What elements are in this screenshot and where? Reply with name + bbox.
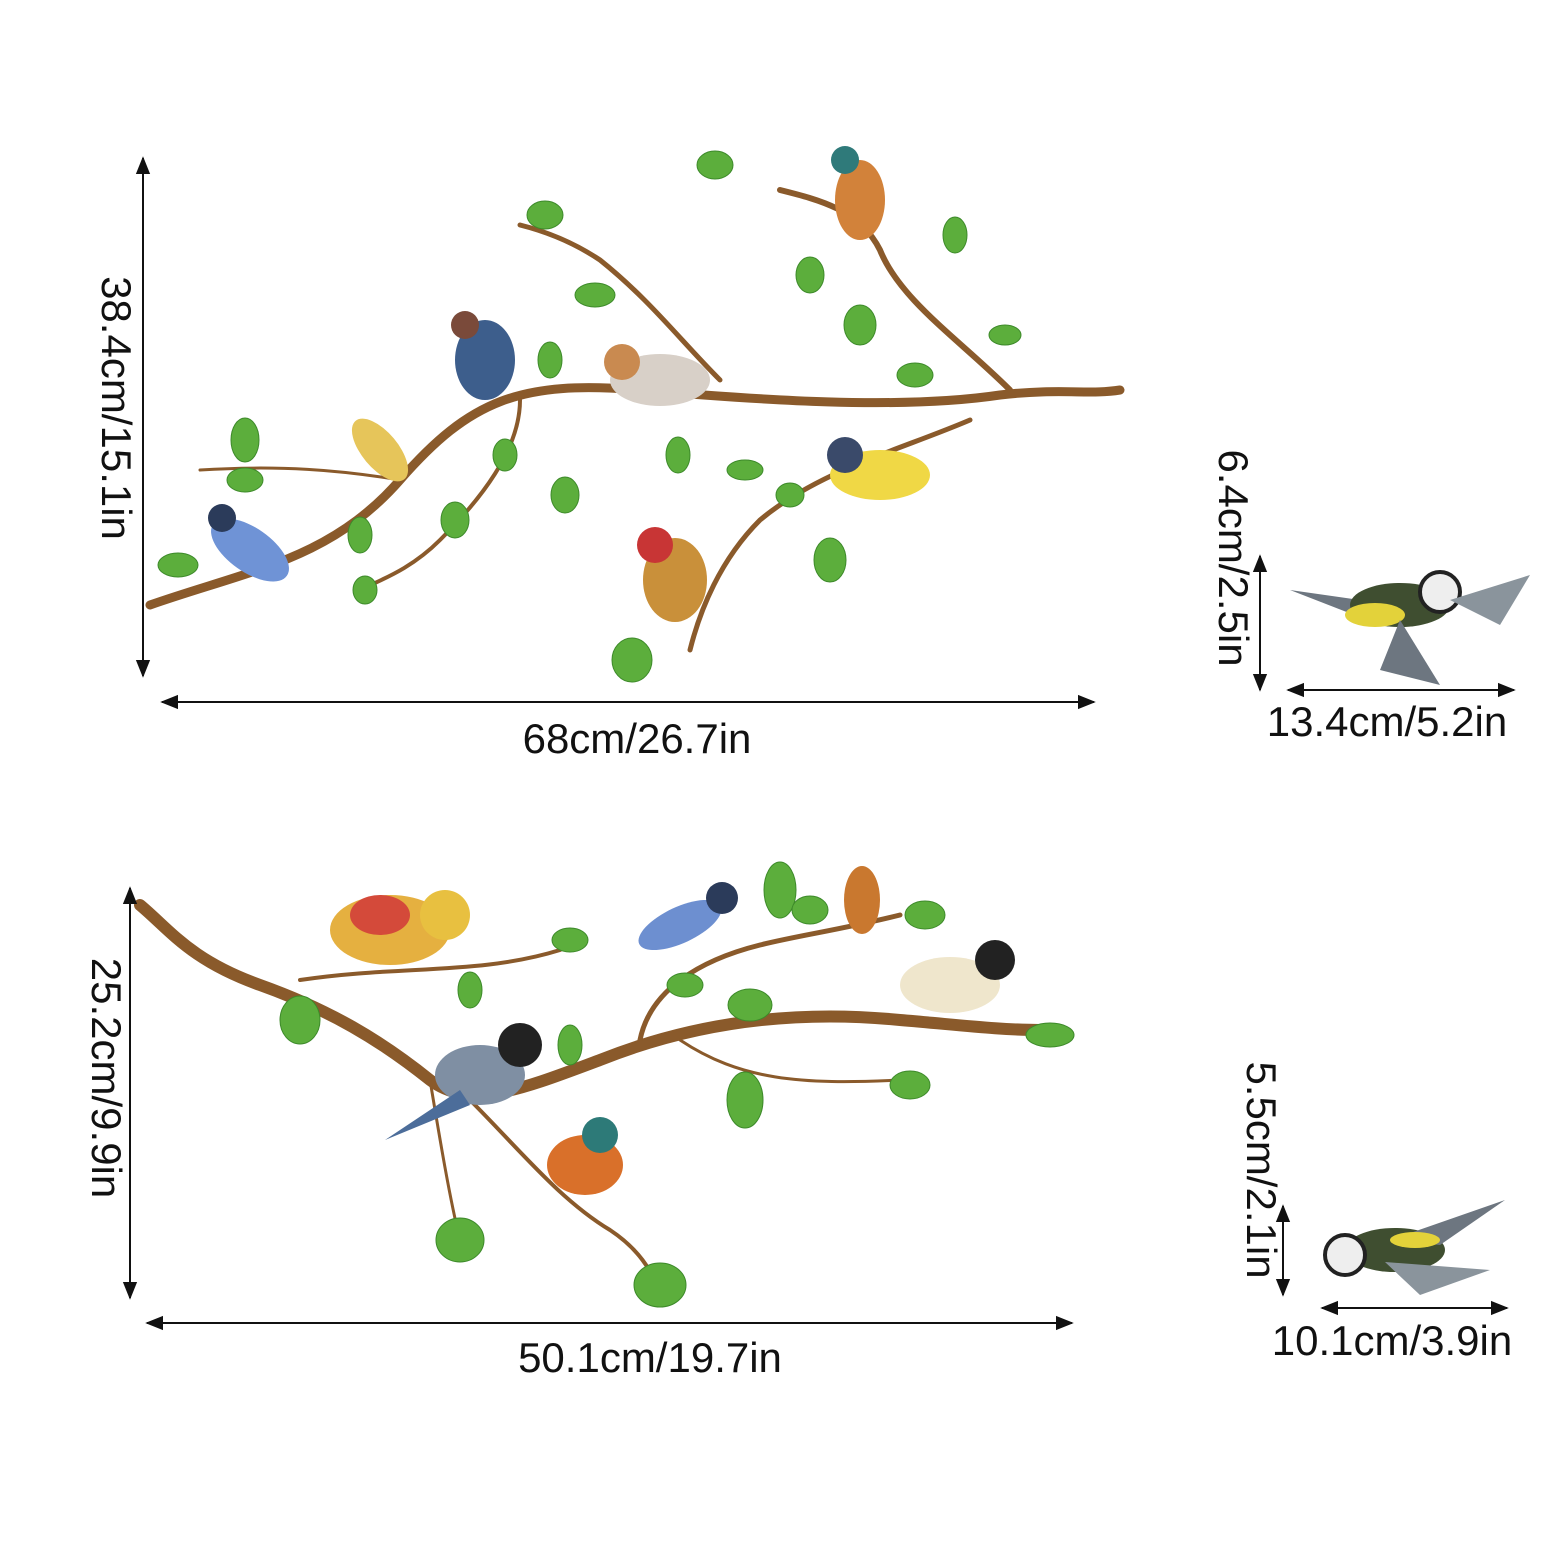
height-label: 25.2cm/9.9in xyxy=(83,958,130,1198)
flying-bird-2 xyxy=(1323,1200,1505,1295)
width-label: 10.1cm/3.9in xyxy=(1272,1317,1512,1364)
leaves xyxy=(157,150,1022,683)
branch-decal-medium xyxy=(134,861,1075,1308)
height-label: 5.5cm/2.1in xyxy=(1238,1061,1285,1278)
height-label: 38.4cm/15.1in xyxy=(93,276,140,540)
birds xyxy=(208,146,930,622)
flying-bird-1 xyxy=(1290,570,1530,685)
birds xyxy=(330,866,1015,1195)
width-label: 50.1cm/19.7in xyxy=(518,1334,782,1381)
height-label: 6.4cm/2.5in xyxy=(1210,449,1257,666)
width-label: 68cm/26.7in xyxy=(523,715,752,762)
leaves xyxy=(279,861,1075,1308)
branch-decal-large xyxy=(145,146,1125,683)
width-label: 13.4cm/5.2in xyxy=(1267,698,1507,745)
